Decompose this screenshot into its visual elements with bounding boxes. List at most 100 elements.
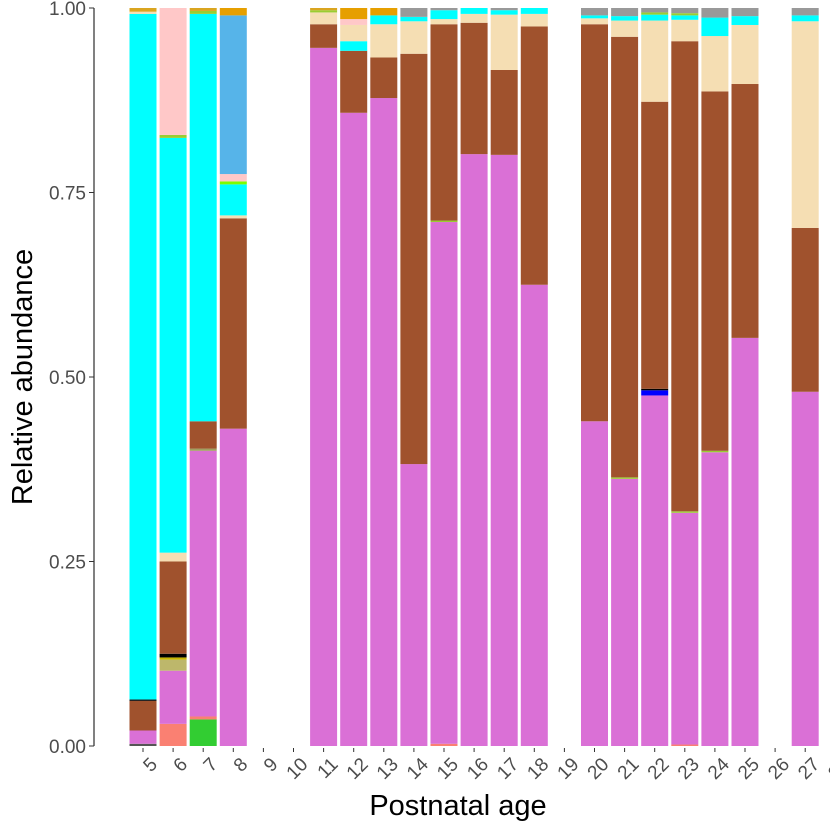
bar-segment-age-17-0 xyxy=(490,154,518,747)
bar-segment-age-14-3 xyxy=(400,16,428,22)
bar-segment-age-17-2 xyxy=(490,14,518,70)
bar-segment-age-23-6 xyxy=(671,13,699,16)
bar-segment-age-24-5 xyxy=(701,8,729,18)
y-tick-label: 0.00 xyxy=(49,737,86,758)
bar-segment-age-6-8 xyxy=(159,134,187,138)
bar-segment-age-21-3 xyxy=(611,20,639,37)
bar-segment-age-18-2 xyxy=(520,13,548,27)
bar-segment-age-25-1 xyxy=(731,84,759,338)
x-tick-label-28: 28 xyxy=(824,754,830,784)
bar-segment-age-20-2 xyxy=(581,18,608,25)
bar-segment-age-20-0 xyxy=(581,421,608,746)
bar-segment-age-25-0 xyxy=(731,337,759,746)
bar-segment-age-8-3 xyxy=(219,184,247,216)
bar-segment-age-11-1 xyxy=(310,24,338,48)
bar-segment-age-7-4 xyxy=(189,421,217,449)
y-tick-label: 1.00 xyxy=(49,0,86,20)
bar-segment-age-23-1 xyxy=(671,512,699,745)
bar-segment-age-13-4 xyxy=(370,8,398,16)
bar-segment-age-22-7 xyxy=(641,8,669,13)
bar-segment-age-7-0 xyxy=(189,719,217,746)
bar-segment-age-23-3 xyxy=(671,41,699,512)
bar-segment-age-18-3 xyxy=(520,8,548,14)
bar-segment-age-8-4 xyxy=(219,181,247,185)
bar-segment-age-12-1 xyxy=(340,50,368,113)
bar-segment-age-22-4 xyxy=(641,20,669,102)
bar-segment-age-8-2 xyxy=(219,215,247,219)
bar-segment-age-8-5 xyxy=(219,174,247,182)
bar-segment-age-7-7 xyxy=(189,8,217,11)
bar-segment-age-23-0 xyxy=(671,744,699,746)
bar-segment-age-13-2 xyxy=(370,24,398,58)
bar-segment-age-27-0 xyxy=(791,391,819,746)
bar-segment-age-20-1 xyxy=(581,24,608,422)
bar-segment-age-22-2 xyxy=(641,388,669,391)
bar-segment-age-24-4 xyxy=(701,17,729,37)
x-axis-title: Postnatal age xyxy=(369,790,546,822)
y-axis: 0.00 0.25 0.50 0.75 1.00 xyxy=(49,0,95,758)
bar-segment-age-5-4 xyxy=(129,13,157,700)
y-tick-label: 0.75 xyxy=(49,184,86,205)
bar-segment-age-17-3 xyxy=(490,10,518,15)
bar-segment-age-27-3 xyxy=(791,15,819,22)
y-tick-label: 0.25 xyxy=(49,553,86,574)
bar-segment-age-16-2 xyxy=(460,13,488,23)
bar-segment-age-8-1 xyxy=(219,218,247,429)
bar-segment-age-12-2 xyxy=(340,41,368,51)
bar-segment-age-23-7 xyxy=(671,8,699,14)
bar-segment-age-20-4 xyxy=(581,8,608,16)
bar-segment-age-21-0 xyxy=(611,478,639,746)
bar-segment-age-22-1 xyxy=(641,390,669,396)
bar-segment-age-24-1 xyxy=(701,450,729,453)
bar-segment-age-18-1 xyxy=(520,26,548,285)
bar-segment-age-6-6 xyxy=(159,552,187,562)
bar-segment-age-20-3 xyxy=(581,15,608,19)
bar-segment-age-15-3 xyxy=(430,24,458,221)
bar-segment-age-14-2 xyxy=(400,21,428,54)
bar-segment-age-6-2 xyxy=(159,659,187,671)
bar-segment-age-17-1 xyxy=(490,69,518,155)
bar-segment-age-12-4 xyxy=(340,19,368,25)
bar-segment-age-16-1 xyxy=(460,22,488,155)
bar-segment-age-11-3 xyxy=(310,10,338,13)
bar-segment-age-7-2 xyxy=(189,450,217,717)
bar-segment-age-8-6 xyxy=(219,15,247,175)
bar-segment-age-8-0 xyxy=(219,428,247,746)
bar-segment-age-16-0 xyxy=(460,154,488,746)
bar-segment-age-6-3 xyxy=(159,657,187,660)
bar-segment-age-13-0 xyxy=(370,98,398,747)
bar-segment-age-15-6 xyxy=(430,8,458,11)
bar-segment-age-13-3 xyxy=(370,15,398,25)
bar-segment-age-25-3 xyxy=(731,16,759,25)
bars-group xyxy=(129,8,819,747)
bar-segment-age-12-3 xyxy=(340,24,368,42)
bar-segment-age-21-2 xyxy=(611,36,639,478)
bar-segment-age-7-5 xyxy=(189,13,217,422)
bar-segment-age-7-1 xyxy=(189,716,217,720)
bar-segment-age-8-7 xyxy=(219,8,247,16)
bar-segment-age-5-3 xyxy=(129,699,157,701)
bar-segment-age-11-0 xyxy=(310,47,338,747)
bar-segment-age-25-4 xyxy=(731,8,759,17)
bar-segment-age-15-5 xyxy=(430,10,458,20)
y-tick-label: 0.50 xyxy=(49,368,86,389)
bar-segment-age-14-1 xyxy=(400,53,428,465)
bar-segment-age-27-4 xyxy=(791,8,819,16)
bar-segment-age-16-3 xyxy=(460,8,488,14)
y-axis-title: Relative abundance xyxy=(7,249,39,505)
bar-segment-age-23-4 xyxy=(671,19,699,42)
bar-segment-age-18-0 xyxy=(520,284,548,746)
bar-segment-age-6-0 xyxy=(159,723,187,746)
bar-segment-age-23-5 xyxy=(671,15,699,20)
bar-segment-age-15-1 xyxy=(430,222,458,744)
bar-segment-age-12-5 xyxy=(340,8,368,20)
bar-segment-age-5-5 xyxy=(129,11,157,14)
bar-segment-age-21-4 xyxy=(611,16,639,21)
bar-segment-age-27-2 xyxy=(791,21,819,228)
bar-segment-age-22-3 xyxy=(641,101,669,389)
bar-segment-age-24-2 xyxy=(701,91,729,451)
bar-segment-age-21-5 xyxy=(611,8,639,17)
bar-segment-age-21-1 xyxy=(611,477,639,479)
bar-segment-age-17-4 xyxy=(490,8,518,11)
bar-segment-age-24-3 xyxy=(701,36,729,92)
